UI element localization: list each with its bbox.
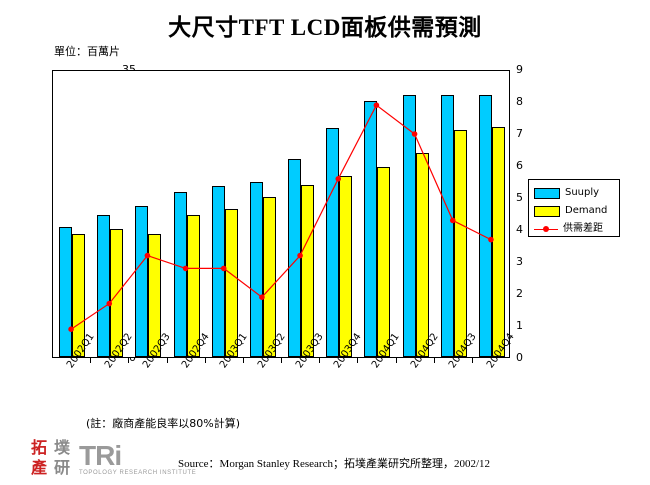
x-axis-tick-mark [166,358,168,363]
source-line: Source：Morgan Stanley Research；拓墣產業研究所整理… [178,458,491,470]
bar-supply [478,94,492,357]
bar-supply [211,185,225,357]
bar-demand [377,166,391,357]
bar-supply [59,227,73,357]
tri-logo: 拓墣產研 TRi TOPOLOGY RESEARCH INSTITUTE [28,438,196,477]
x-axis-tick-mark [281,358,282,363]
legend-item-demand[interactable]: Demand [534,202,614,220]
legend-label-gap: 供需差距 [563,223,603,234]
x-axis-tick-mark [395,358,397,363]
logo-character: 產 [30,458,47,477]
x-axis-tick-mark [357,358,359,363]
bar-supply [173,191,187,357]
bars-layer [53,71,509,357]
page-title: 大尺寸TFT LCD面板供需預測 [168,15,482,40]
bar-demand [415,152,429,357]
right-axis-tick-label: 4 [516,223,523,236]
x-axis-tick-mark [204,358,206,363]
bar-supply [288,158,302,357]
unit-note: 單位：百萬片 [54,45,120,58]
right-axis-tick-label: 9 [516,63,523,76]
right-axis-tick-label: 6 [516,159,523,172]
bar-supply [135,206,149,357]
bar-supply [364,101,378,357]
footnote: (註：廠商產能良率以80%計算) [86,417,241,430]
legend-swatch-supply [534,187,560,199]
right-axis-tick-label: 0 [516,351,523,364]
bar-demand [339,175,353,357]
legend: Suuply Demand 供需差距 [528,179,620,237]
bar-supply [326,128,340,357]
bar-demand [262,197,276,357]
bar-demand [453,129,467,357]
bar-supply [440,94,454,357]
x-axis-tick-mark [433,358,435,363]
bar-demand [186,214,200,357]
x-axis-tick-mark [128,358,130,363]
x-axis-tick-mark [471,358,473,363]
legend-label-demand: Demand [565,205,608,216]
right-axis-tick-label: 1 [516,319,523,332]
right-axis-tick-label: 8 [516,95,523,108]
bar-supply [97,215,111,357]
logo-character: 墣 [53,438,70,457]
legend-line-gap [534,225,558,234]
logo-cjk-characters: 拓墣產研 [28,438,73,477]
x-axis-tick-mark [319,358,321,363]
x-axis-tick-mark [242,358,244,363]
logo-subtitle: TOPOLOGY RESEARCH INSTITUTE [79,470,197,476]
right-axis-tick-label: 2 [516,287,523,300]
bar-demand [224,208,238,357]
logo-character: 研 [53,458,70,477]
right-axis-tick-label: 3 [516,255,523,268]
right-axis-tick-label: 5 [516,191,523,204]
bar-demand [491,127,505,357]
logo-wordmark: TRi TOPOLOGY RESEARCH INSTITUTE [79,440,197,477]
bar-supply [402,94,416,357]
logo-name: TRi [79,440,122,471]
legend-item-supply[interactable]: Suuply [534,184,614,202]
legend-item-gap[interactable]: 供需差距 [534,220,614,238]
x-axis-tick-mark [90,358,92,363]
logo-character: 拓 [30,438,47,457]
bar-supply [249,181,263,357]
left-axis-tick-label: 35 [110,64,136,75]
legend-label-supply: Suuply [565,187,600,198]
plot-frame [52,70,510,358]
right-axis-tick-label: 7 [516,127,523,140]
bar-demand [301,185,315,357]
legend-swatch-demand [534,205,560,217]
